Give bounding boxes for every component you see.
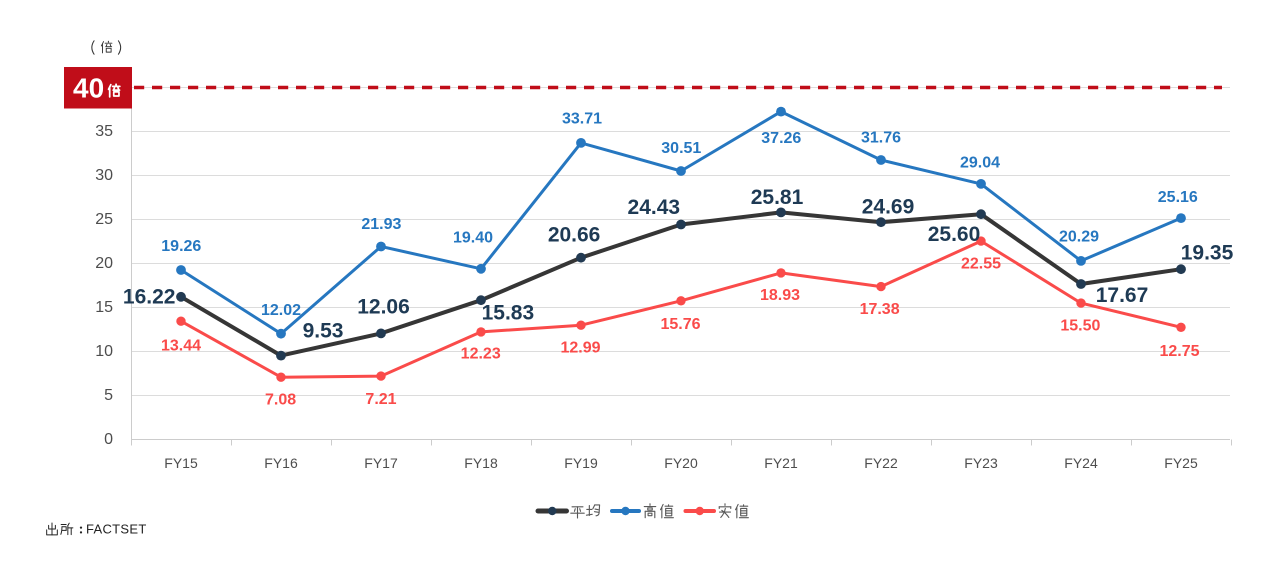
svg-text:19.35: 19.35	[1181, 242, 1234, 265]
svg-text:0: 0	[104, 431, 113, 448]
svg-text:30: 30	[95, 167, 113, 184]
svg-text:15.76: 15.76	[660, 316, 700, 333]
svg-text:24.43: 24.43	[628, 196, 681, 219]
svg-text:16.22: 16.22	[123, 286, 176, 309]
svg-text:7.21: 7.21	[365, 391, 396, 408]
svg-text:12.23: 12.23	[461, 346, 501, 363]
svg-text:19.26: 19.26	[161, 238, 201, 255]
svg-text:12.02: 12.02	[261, 302, 301, 319]
svg-text:17.67: 17.67	[1096, 284, 1149, 307]
svg-text:25.16: 25.16	[1158, 189, 1198, 206]
svg-text:7.08: 7.08	[265, 392, 296, 409]
svg-text:FY19: FY19	[564, 455, 598, 471]
svg-text:15: 15	[95, 299, 113, 316]
svg-text:20.66: 20.66	[548, 223, 601, 246]
svg-text:20.29: 20.29	[1059, 229, 1099, 246]
svg-text:15.83: 15.83	[482, 302, 535, 325]
svg-text:12.06: 12.06	[357, 295, 410, 318]
svg-text:22.55: 22.55	[961, 256, 1001, 273]
svg-text:30.51: 30.51	[661, 140, 701, 157]
svg-text:24.69: 24.69	[862, 196, 915, 219]
svg-text:15.50: 15.50	[1060, 317, 1100, 334]
svg-text:18.93: 18.93	[760, 287, 800, 304]
svg-text:12.99: 12.99	[560, 340, 600, 357]
svg-text:FY18: FY18	[464, 455, 498, 471]
svg-text:37.26: 37.26	[761, 130, 801, 147]
svg-text:20: 20	[95, 255, 113, 272]
svg-text:33.71: 33.71	[562, 111, 602, 128]
svg-text:10: 10	[95, 343, 113, 360]
svg-text:25: 25	[95, 211, 113, 228]
svg-text:19.40: 19.40	[453, 230, 493, 247]
svg-text:FY24: FY24	[1064, 455, 1098, 471]
svg-text:35: 35	[95, 123, 113, 140]
svg-text:31.76: 31.76	[861, 130, 901, 147]
svg-text:FY20: FY20	[664, 455, 698, 471]
svg-text:40: 40	[73, 73, 104, 104]
svg-text:29.04: 29.04	[960, 155, 1000, 172]
svg-text:FACTSET: FACTSET	[86, 522, 147, 537]
svg-text:12.75: 12.75	[1159, 343, 1199, 360]
svg-text:21.93: 21.93	[361, 216, 401, 233]
svg-text:FY15: FY15	[164, 455, 198, 471]
svg-text:17.38: 17.38	[860, 301, 900, 318]
svg-text:5: 5	[104, 387, 113, 404]
svg-text:FY16: FY16	[264, 455, 298, 471]
svg-text:9.53: 9.53	[303, 319, 344, 342]
svg-text:FY17: FY17	[364, 455, 398, 471]
svg-text:25.60: 25.60	[928, 223, 981, 246]
svg-text:25.81: 25.81	[751, 186, 804, 209]
svg-text:FY21: FY21	[764, 455, 798, 471]
svg-text:FY23: FY23	[964, 455, 998, 471]
svg-text:FY25: FY25	[1164, 455, 1198, 471]
svg-text:13.44: 13.44	[161, 338, 201, 355]
svg-text:FY22: FY22	[864, 455, 898, 471]
